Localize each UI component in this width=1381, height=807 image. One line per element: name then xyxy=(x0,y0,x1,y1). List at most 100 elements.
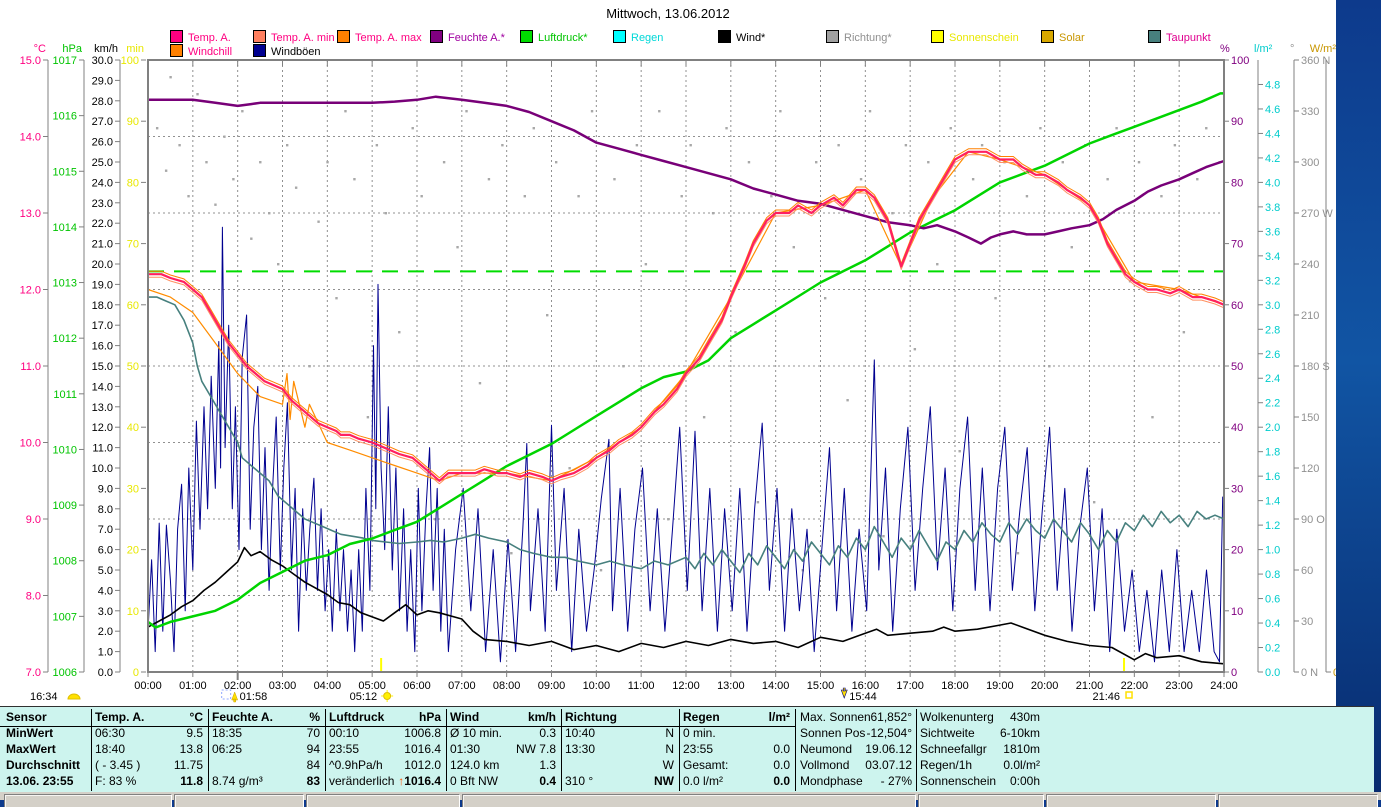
x-axis-label: 15:00 xyxy=(807,680,835,692)
axis-label-rain: 3.4 xyxy=(1265,251,1280,263)
direction-dot xyxy=(859,178,863,181)
axis-label-rain: 4.8 xyxy=(1265,79,1280,91)
axis-label-temp: 15.0 xyxy=(20,55,41,67)
cell-info: veränderlich xyxy=(329,774,395,788)
legend-swatch-icon xyxy=(718,30,731,43)
legend-label: Taupunkt xyxy=(1166,32,1211,44)
direction-dot xyxy=(1196,178,1199,181)
direction-dot xyxy=(546,314,549,317)
axis-label-humidity: 90 xyxy=(1231,116,1243,128)
axis-label-direction: 90 O xyxy=(1301,514,1325,526)
row-label: MinWert xyxy=(6,726,54,740)
series-temp-min xyxy=(148,154,1225,485)
direction-dot xyxy=(353,178,356,181)
direction-dot xyxy=(882,535,885,538)
legend-swatch-icon xyxy=(826,30,839,43)
direction-dot xyxy=(590,110,594,113)
cell-value: 0.0 xyxy=(773,742,790,756)
direction-dot xyxy=(178,144,181,147)
axis-label-humidity: 100 xyxy=(1231,55,1249,67)
axis-unit-minutes: min xyxy=(126,43,144,55)
weather-chart: 7.08.09.010.011.012.013.014.015.0°C10061… xyxy=(20,43,1336,703)
marker-sunset: 21:46 xyxy=(1092,691,1120,703)
cell-info: F: 83 % xyxy=(95,774,137,788)
legend-item-wind-: Wind* xyxy=(718,30,765,44)
axis-label-temp: 13.0 xyxy=(20,208,41,220)
axis-label-temp: 7.0 xyxy=(26,667,41,679)
cell-value: NW xyxy=(654,774,674,788)
astro-label: Neumond xyxy=(800,742,853,756)
x-axis-label: 23:00 xyxy=(1165,680,1193,692)
x-axis-label: 05:00 xyxy=(358,680,386,692)
status-bar-segment xyxy=(1218,794,1378,807)
direction-dot xyxy=(868,110,872,113)
axis-label-wind: 10.0 xyxy=(92,463,113,475)
axis-label-humidity: 40 xyxy=(1231,422,1243,434)
x-axis-label: 03:00 xyxy=(269,680,297,692)
cell-info: 0 min. xyxy=(683,726,716,740)
direction-dot xyxy=(599,569,603,572)
x-axis-label: 11:00 xyxy=(628,680,655,692)
x-axis-label: 13:00 xyxy=(717,680,745,692)
marker-sunrise: 05:12 xyxy=(350,691,378,703)
axis-label-wind: 14.0 xyxy=(92,381,113,393)
cell-info: 0.0 l/m² xyxy=(683,774,724,788)
axis-label-wind: 16.0 xyxy=(92,341,113,353)
cell-value: 0.0 xyxy=(773,774,790,788)
column-header: Richtung xyxy=(565,710,617,724)
cell-value: NW 7.8 xyxy=(515,742,556,756)
direction-dot xyxy=(1115,127,1118,130)
x-axis-label: 07:00 xyxy=(448,680,476,692)
cell-info: 23:55 xyxy=(329,742,360,756)
direction-dot xyxy=(1025,195,1029,198)
axis-label-temp: 11.0 xyxy=(20,361,41,373)
astro-label: Wolkenunterg xyxy=(920,710,994,724)
astro-value: 6-10km xyxy=(999,726,1040,740)
x-axis-label: 22:00 xyxy=(1121,680,1149,692)
cell-value: 0.0 xyxy=(773,758,790,772)
column-unit: hPa xyxy=(418,710,441,724)
axis-label-rain: 4.0 xyxy=(1265,177,1280,189)
axis-label-direction: 0 N xyxy=(1301,667,1318,679)
direction-dot xyxy=(577,195,580,198)
direction-dot xyxy=(756,501,760,504)
axis-label-rain: 4.2 xyxy=(1265,153,1280,165)
direction-dot xyxy=(846,399,849,402)
series-feuchte xyxy=(148,95,1225,245)
axis-label-rain: 2.4 xyxy=(1265,373,1280,385)
column-header: Regen xyxy=(683,710,720,724)
axis-label-rain: 2.8 xyxy=(1265,324,1280,336)
direction-dot xyxy=(326,161,329,164)
axis-unit-solar: W/m² xyxy=(1310,43,1336,55)
x-axis-label: 18:00 xyxy=(941,680,969,692)
cell-info: 18:40 xyxy=(95,742,126,756)
sunrise-icon xyxy=(383,692,392,700)
axis-label-rain: 3.0 xyxy=(1265,300,1280,312)
direction-dot xyxy=(510,552,513,555)
legend-label: Temp. A. max xyxy=(355,32,422,44)
x-axis-label: 09:00 xyxy=(538,680,566,692)
axis-unit-rain: l/m² xyxy=(1254,43,1273,55)
table-separator xyxy=(916,709,917,791)
status-bar-segment xyxy=(4,794,172,807)
astro-label: Sichtweite xyxy=(920,726,975,740)
legend-item-sonnenschein: Sonnenschein xyxy=(931,30,1019,44)
legend-label: Solar xyxy=(1059,32,1085,44)
axis-label-pressure: 1006 xyxy=(53,667,77,679)
direction-dot xyxy=(433,518,437,521)
axis-label-rain: 4.4 xyxy=(1265,128,1280,140)
axis-label-pressure: 1017 xyxy=(53,55,77,67)
column-header: Wind xyxy=(450,710,480,724)
page-title: Mittwoch, 13.06.2012 xyxy=(606,6,730,21)
column-unit: % xyxy=(309,710,320,724)
cell-value: 1012.0 xyxy=(404,758,441,772)
direction-dot xyxy=(420,195,423,198)
table-separator xyxy=(679,709,680,791)
direction-dot xyxy=(523,195,526,198)
axis-label-temp: 8.0 xyxy=(26,591,41,603)
astro-label: Schneefallgr xyxy=(920,742,987,756)
cell-info: 124.0 km xyxy=(450,758,500,772)
direction-dot xyxy=(285,144,289,147)
status-bar-segment xyxy=(1046,794,1216,807)
astro-value: 1810m xyxy=(1003,742,1040,756)
